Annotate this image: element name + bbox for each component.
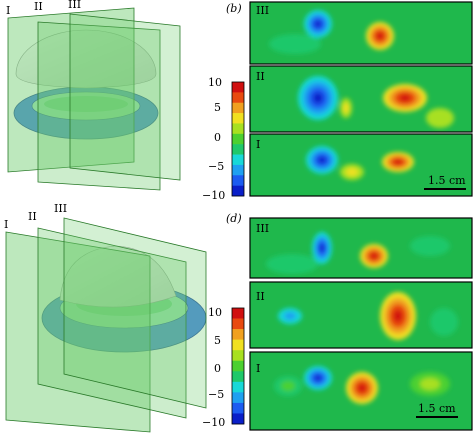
colorbar-cell	[232, 82, 244, 93]
colorbar-cell	[232, 329, 244, 340]
strip-label: I	[256, 138, 260, 151]
strip-label: II	[256, 70, 265, 83]
colorbar-tick: −10	[202, 189, 225, 202]
colorbar-cell	[232, 102, 244, 114]
colorbar-cell	[232, 154, 244, 166]
colorbar-tick: −10	[202, 416, 225, 429]
plane-label-3: III	[68, 0, 81, 11]
heat-blob	[318, 156, 326, 164]
colorbar-tick: −5	[208, 388, 224, 401]
heat-blob	[410, 236, 450, 256]
strip-label: III	[256, 222, 269, 235]
colorbar-cell	[232, 392, 244, 404]
colorbar-cell	[232, 381, 244, 393]
plane-3	[63, 217, 207, 409]
colorbar-tick: 5	[214, 101, 221, 114]
colorbar-cell	[232, 308, 244, 319]
plane-label-1: I	[6, 4, 10, 17]
heat-blob	[319, 244, 325, 252]
plane-3	[69, 13, 181, 181]
colorbar-tick: 5	[214, 334, 221, 347]
colorbar-tick: 0	[214, 131, 221, 144]
torus-hole	[44, 96, 128, 112]
panel-b: (b) III II I 1.5 cm	[226, 1, 473, 197]
scalebar-label: 1.5 cm	[428, 174, 466, 187]
colorbar-cell	[232, 339, 244, 351]
colorbar-cell	[232, 360, 244, 372]
heat-blob	[314, 20, 322, 28]
plane-1	[5, 231, 151, 433]
colorbar-tick: 10	[208, 306, 222, 319]
heat-strip	[249, 65, 473, 133]
strip-label: II	[256, 290, 265, 303]
heat-blob	[343, 103, 349, 113]
colorbar-cell	[232, 413, 244, 425]
panel-c-schematic: I II III	[4, 202, 207, 433]
plane-label-2: II	[34, 0, 43, 13]
heat-blob	[266, 254, 318, 274]
colorbar-cell	[232, 144, 244, 155]
colorbar-cell	[232, 123, 244, 135]
colorbar-top: 10 5 0 −5 −10	[202, 76, 245, 202]
scalebar-label: 1.5 cm	[418, 402, 456, 415]
heat-blob	[281, 381, 295, 391]
heat-strip	[249, 351, 473, 431]
colorbar-tick: 10	[208, 76, 222, 89]
colorbar-tick: −5	[208, 160, 224, 173]
strip-label: III	[256, 4, 269, 17]
heat-strip	[249, 133, 473, 197]
heat-blob	[346, 168, 358, 176]
heat-blob	[394, 159, 402, 165]
plane-2	[37, 21, 161, 191]
plane-label-3: III	[54, 202, 67, 215]
heat-blob	[284, 312, 296, 320]
colorbar-cell	[232, 164, 244, 176]
heat-strip	[249, 1, 473, 65]
colorbar-cell	[232, 113, 244, 124]
panel-label: (d)	[226, 212, 242, 225]
panel-a-schematic: I II III	[6, 0, 181, 191]
colorbar-cell	[232, 402, 244, 414]
heat-blob	[430, 308, 458, 336]
heat-blob	[370, 253, 378, 259]
strip-label: I	[256, 362, 260, 375]
heat-blob	[426, 108, 454, 128]
heat-blob	[313, 92, 323, 104]
colorbar-cell	[232, 350, 244, 362]
plane-1	[7, 7, 135, 173]
heat-blob	[269, 34, 321, 54]
panel-d: (d) III II I 1.5 cm	[226, 212, 473, 431]
heat-strip	[249, 217, 473, 279]
heat-blob	[314, 375, 322, 381]
heat-blob	[358, 384, 366, 392]
plane-label-1: I	[4, 218, 8, 231]
heat-blob	[420, 378, 440, 390]
colorbar-cell	[232, 371, 244, 383]
heat-blob	[393, 310, 403, 322]
colorbar-cell	[232, 92, 244, 104]
heat-blob	[376, 32, 384, 40]
heat-blob	[399, 94, 411, 102]
colorbar-bottom: 10 5 0 −5 −10	[202, 306, 245, 429]
colorbar-cell	[232, 185, 244, 197]
colorbar-cell	[232, 133, 244, 145]
colorbar-cell	[232, 318, 244, 330]
panel-label: (b)	[226, 2, 242, 15]
heat-strip	[249, 281, 473, 349]
dome	[59, 245, 177, 308]
plane-2	[37, 227, 187, 419]
colorbar-cell	[232, 175, 244, 186]
colorbar-tick: 0	[214, 362, 221, 375]
plane-label-2: II	[28, 210, 37, 223]
